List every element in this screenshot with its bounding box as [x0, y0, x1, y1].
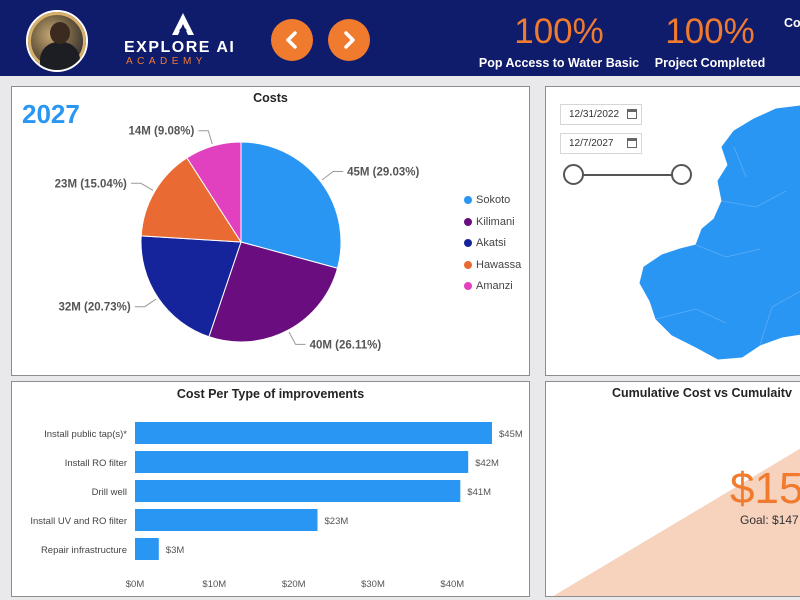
pie-data-label: 40M (26.11%) — [310, 339, 382, 351]
cumulative-area-chart — [553, 448, 800, 596]
pie-leader-line — [321, 171, 344, 181]
kpi-label: Project Completed — [654, 56, 766, 70]
legend-dot — [464, 260, 472, 269]
bar-data-label: $3M — [166, 545, 185, 556]
kpi-project-completed: 100% Project Completed — [648, 12, 772, 70]
calendar-icon[interactable] — [627, 109, 637, 119]
improvements-panel: Cost Per Type of improvements Install pu… — [11, 381, 530, 597]
legend-label: Sokoto — [476, 194, 511, 206]
costs-panel: 2027 Costs 45M (29.03%) 40M (26.11%) 32M (… — [11, 86, 530, 376]
bar-category-label: Drill well — [92, 487, 127, 498]
legend-item-amanzi[interactable]: Amanzi — [464, 279, 521, 301]
calendar-icon[interactable] — [627, 138, 637, 148]
back-button[interactable] — [271, 19, 313, 61]
bar-data-label: $23M — [325, 516, 349, 527]
bar-3[interactable] — [135, 509, 318, 531]
costs-title: Costs — [253, 91, 288, 105]
bar-data-label: $45M — [499, 429, 523, 440]
map-panel: 12/31/2022 12/7/2027 — [545, 86, 800, 376]
improvements-bar-chart: Install public tap(s)* $45M Install RO fil… — [30, 422, 523, 590]
legend-dot — [464, 217, 472, 226]
bar-axis-tick-label: $0M — [126, 579, 145, 590]
legend-item-sokoto[interactable]: Sokoto — [464, 193, 521, 215]
bar-1[interactable] — [135, 451, 469, 473]
legend-item-akatsi[interactable]: Akatsi — [464, 236, 521, 258]
kpi-water-access: 100% Pop Access to Water Basic — [474, 12, 644, 70]
improvements-title: Cost Per Type of improvements — [176, 387, 365, 401]
bar-category-label: Install public tap(s)* — [44, 429, 127, 440]
pie-leader-line — [198, 130, 213, 145]
legend-item-kilimani[interactable]: Kilimani — [464, 215, 521, 237]
legend-label: Amanzi — [476, 280, 513, 292]
start-date-value: 12/31/2022 — [569, 109, 620, 120]
legend-dot — [464, 282, 472, 290]
kpi-partial: Co — [784, 12, 800, 30]
pie-slice-hawassa[interactable] — [140, 157, 242, 243]
map-region[interactable] — [639, 105, 800, 360]
logo-subtitle: ACADEMY — [126, 56, 207, 67]
pie-data-label: 45M (29.03%) — [347, 167, 419, 179]
bar-data-label: $41M — [467, 487, 491, 498]
pie-slice-amanzi[interactable] — [186, 141, 242, 244]
pie-leader-line — [130, 182, 154, 191]
bar-0[interactable] — [135, 422, 492, 444]
costs-pie-chart: 45M (29.03%) 40M (26.11%) 32M (20.73%) 23M … — [55, 126, 420, 352]
kpi-value: 100% — [665, 12, 755, 51]
bar-4[interactable] — [135, 538, 159, 560]
legend-dot — [464, 239, 472, 247]
bar-axis-tick-label: $40M — [440, 579, 464, 590]
bar-axis-tick-label: $30M — [361, 579, 385, 590]
pie-data-label: 14M (9.08%) — [128, 126, 194, 138]
pie-data-label: 32M (20.73%) — [58, 302, 130, 314]
map-borders — [655, 146, 800, 346]
pie-leader-line — [288, 331, 306, 345]
legend-label: Kilimani — [476, 215, 515, 228]
pie-data-label: 23M (15.04%) — [55, 178, 127, 190]
cumulative-panel: Cumulative Cost vs Cumulaitv $15 Goal: $… — [545, 381, 800, 597]
logo-title: EXPLORE AI — [124, 39, 236, 56]
pie-slice-akatsi[interactable] — [140, 235, 242, 338]
kpi-label: Pop Access to Water Basic — [478, 56, 640, 70]
legend-label: Akatsi — [476, 237, 506, 249]
region-map[interactable] — [546, 87, 800, 376]
date-slider-track[interactable] — [572, 174, 682, 176]
logo-icon — [172, 13, 194, 35]
bar-2[interactable] — [135, 480, 461, 502]
start-date-input[interactable]: 12/31/2022 — [560, 104, 642, 125]
date-slider-end-handle[interactable] — [671, 164, 692, 185]
legend-item-hawassa[interactable]: Hawassa — [464, 258, 521, 280]
bar-category-label: Install UV and RO filter — [30, 516, 127, 527]
kpi-value: 100% — [514, 12, 604, 51]
pie-slice-sokoto[interactable] — [240, 141, 342, 269]
header-bar: EXPLORE AI ACADEMY 100% Pop Access to Wa… — [0, 0, 800, 76]
forward-button[interactable] — [328, 19, 370, 61]
chevron-right-icon — [344, 31, 355, 49]
cumulative-big-value: $15 — [730, 464, 800, 513]
year-label: 2027 — [22, 99, 80, 129]
end-date-value: 12/7/2027 — [569, 138, 614, 149]
pie-slice-kilimani[interactable] — [208, 241, 339, 343]
avatar — [26, 10, 88, 72]
date-slider-start-handle[interactable] — [563, 164, 584, 185]
bar-data-label: $42M — [475, 458, 499, 469]
legend-dot — [464, 196, 472, 204]
cumulative-goal: Goal: $147 — [740, 513, 799, 527]
kpi-label: Co — [784, 16, 800, 30]
chevron-left-icon — [286, 31, 297, 49]
legend-label: Hawassa — [476, 258, 522, 271]
bar-category-label: Install RO filter — [65, 458, 127, 469]
pie-leader-line — [134, 298, 157, 308]
cumulative-title: Cumulative Cost vs Cumulaitv — [612, 386, 792, 400]
end-date-input[interactable]: 12/7/2027 — [560, 133, 642, 154]
bar-axis-tick-label: $20M — [282, 579, 306, 590]
bar-axis-tick-label: $10M — [202, 579, 226, 590]
costs-legend: Sokoto Kilimani Akatsi Hawassa Amanzi — [464, 193, 521, 301]
bar-category-label: Repair infrastructure — [41, 545, 127, 556]
